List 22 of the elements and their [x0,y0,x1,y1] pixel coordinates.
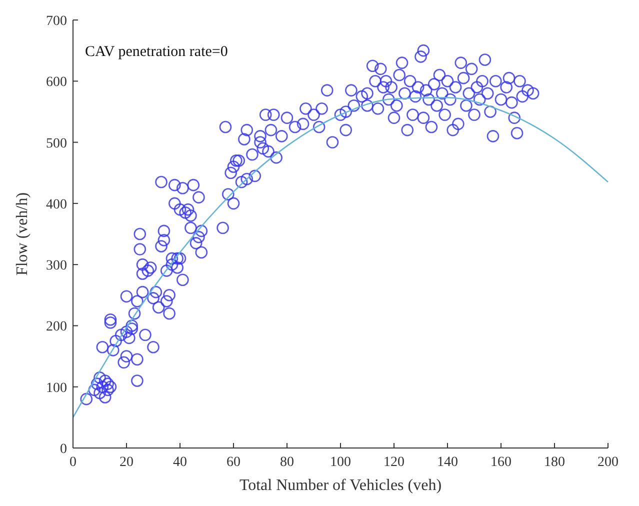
y-tick-label: 300 [46,258,67,274]
x-tick-label: 80 [280,455,294,470]
annotation: CAV penetration rate=0 [85,44,228,60]
x-tick-label: 120 [384,455,404,470]
y-tick-label: 100 [46,380,67,396]
x-tick-label: 20 [120,455,134,470]
y-tick-label: 600 [46,75,67,90]
y-tick-label: 200 [46,320,67,335]
y-tick-label: 400 [46,197,67,212]
x-tick-label: 60 [226,455,240,470]
x-tick-label: 40 [173,455,187,470]
y-tick-label: 700 [46,14,67,29]
x-tick-label: 180 [544,455,565,470]
x-tick-label: 160 [490,455,512,470]
x-tick-label: 200 [598,455,618,470]
y-tick-label: 500 [46,136,67,152]
y-tick-label: 0 [60,442,67,457]
x-tick-label: 0 [70,455,76,470]
y-axis-title: Flow (veh/h) [14,192,31,276]
x-tick-label: 100 [330,455,351,470]
x-axis-title: Total Number of Vehicles (veh) [239,477,442,494]
x-tick-label: 140 [437,455,458,470]
